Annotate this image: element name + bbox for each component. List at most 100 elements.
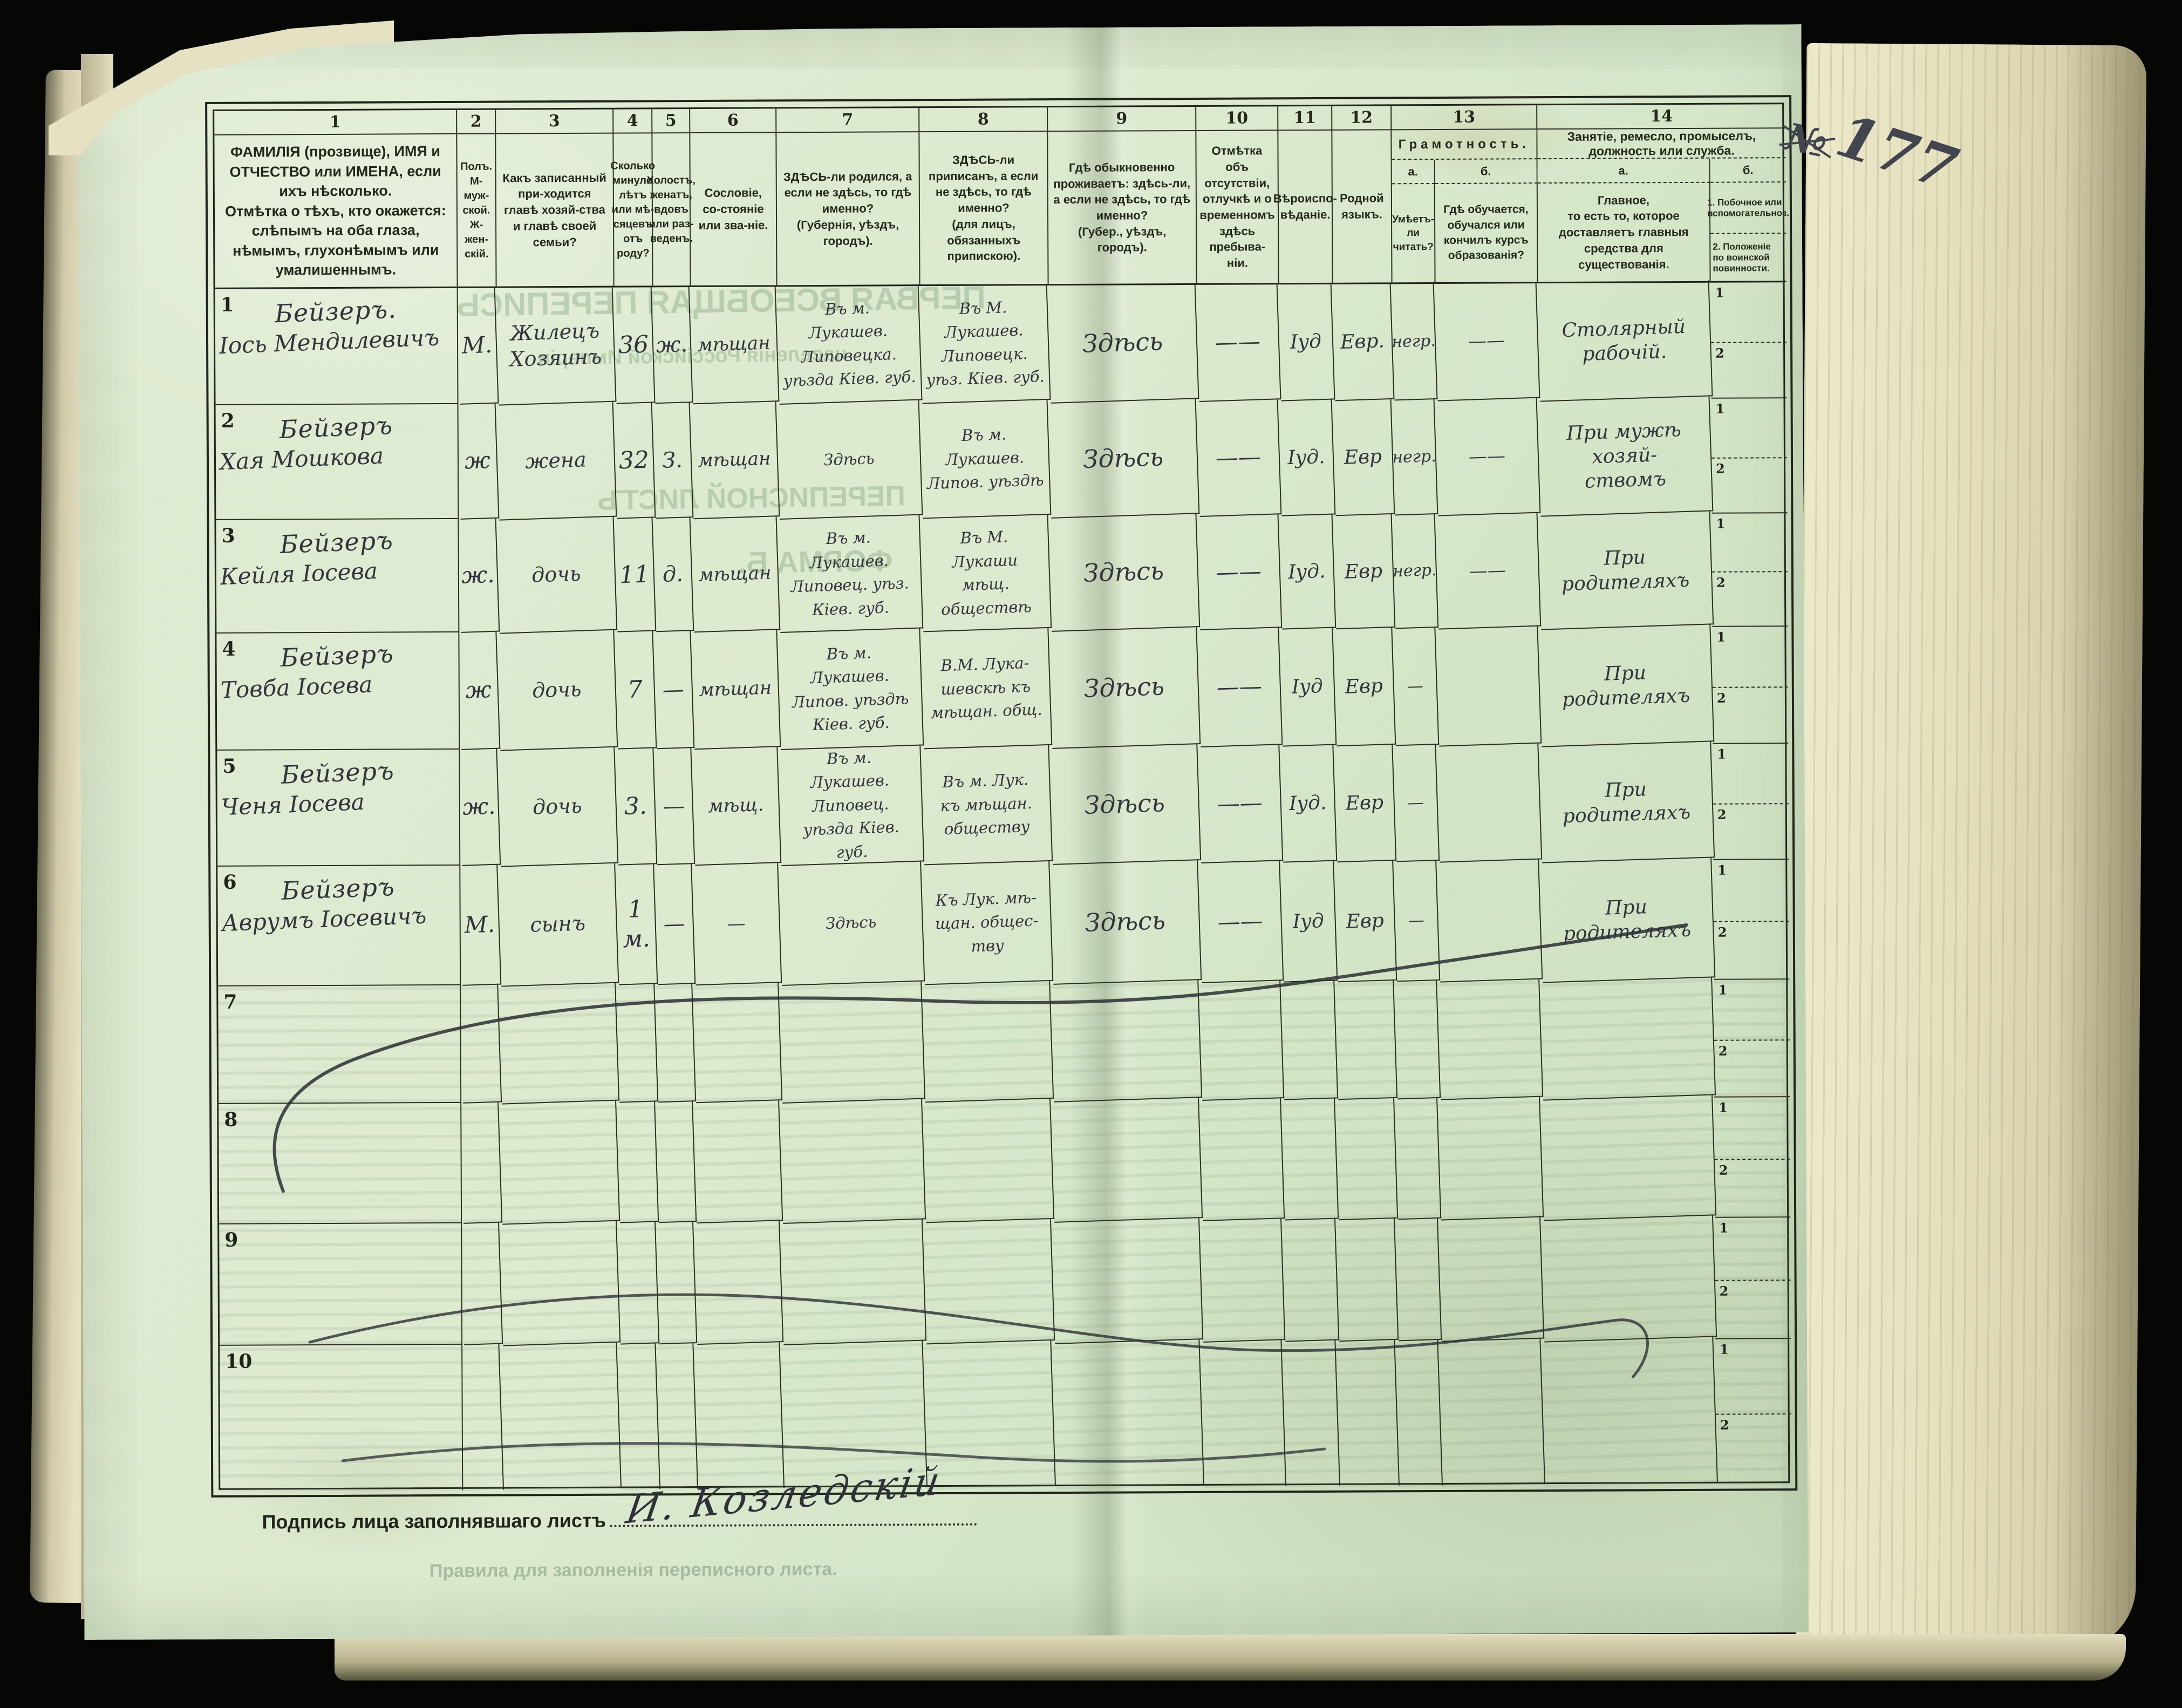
header-col9: Гдѣ обыкновенно проживаетъ: здѣсь-ли, а … [1048,131,1197,285]
cell-r3-residence: Здѣсь [1048,514,1201,632]
census-form-page: ПЕРВАЯ ВСЕОБЩАЯ ПЕРЕПИСЬ населенія Россі… [78,24,1809,1640]
subcell-label-1: 1 [1719,1220,1728,1236]
cell-r6-born: Здѣсь [778,862,925,986]
cell-r6-registered: Къ Лук. мѣ- щан. общес- тву [921,861,1053,985]
signature-line: И. Козледскій [610,1518,977,1527]
cell-r7-literacy_school [1437,979,1543,1100]
cell-r1-literacy_read: негр. [1391,283,1438,400]
cell-r8-literacy_read [1394,1098,1441,1220]
cell-r7-sex [459,985,502,1104]
cell-r3-side-occupation: 1 [1711,513,1787,573]
row-number: 10 [225,1350,253,1373]
cell-r5-religion: Іуд. [1279,745,1337,862]
crossed-numero-sign: № [1782,114,1831,167]
cell-r1-literacy_school: —— [1434,282,1540,402]
cell-r10-absence [1199,1340,1286,1488]
cell-r8-born [779,1099,926,1224]
cell-r1-registered: Въ М. Лукашев. Липовецк. уѣз. Кіев. губ. [919,284,1051,404]
cell-r5-occupation: При родителяхъ [1538,741,1715,863]
cell-r2-registered: Въ м. Лукашев. Липов. уѣздѣ [919,400,1052,519]
cell-r3-occupation: При родителяхъ [1538,511,1714,630]
subcell-label-2: 2 [1715,345,1724,361]
cell-r1-residence: Здѣсь [1047,283,1199,404]
subcell-label-1: 1 [1717,862,1727,878]
header-num-col3: 3 [496,110,613,134]
cell-r1-born: Въ м. Лукашев. Липовецка. уѣзда Кіев. гу… [776,284,923,405]
cell-r6-literacy_school [1436,860,1543,983]
cell-r8-literacy_school [1437,1097,1544,1221]
header-col13a: Умѣетъ-ли читать? [1392,184,1436,284]
row4-name-cell: 4 Бейзеръ Товба Іосева [216,632,460,751]
person-name: Бейзеръ Товба Іосева [220,638,394,703]
cell-r5-born: Въ м. Лукашев. Липовец. уѣзда Кіев. губ. [778,746,924,866]
cell-r5-relation: дочь [497,747,618,867]
cell-r8-marital [655,1101,697,1223]
cell-r4-literacy_school [1435,627,1542,747]
cell-r8-religion [1281,1098,1339,1220]
cell-r3-marital: д. [653,518,694,632]
cell-r6-sex: М. [459,865,501,986]
cell-r8-language [1335,1098,1398,1220]
subcell-label-1: 1 [1716,629,1726,645]
cell-r8-occupation [1540,1095,1716,1221]
header-col14b-label: б. [1710,158,1786,183]
cell-r1-sex: М. [456,288,499,405]
cell-r6-occupation: При родителяхъ [1539,858,1715,983]
cell-r4-marital: — [653,631,694,749]
cell-r7-absence [1198,981,1284,1101]
header-num-col8: 8 [919,107,1048,132]
cell-r10-literacy_read [1395,1340,1443,1487]
cell-r7-religion [1280,981,1338,1100]
cell-r5-registered: Въ м. Лук. къ мѣщан. обществу [920,745,1053,866]
header-col8: ЗДѢСЬ-ли приписанъ, а если не здѣсь, то … [919,132,1048,286]
row9-name-cell: 9 [219,1223,462,1346]
cell-r1-occupation: Столярный рабочій. [1537,280,1713,402]
subcell-label-1: 1 [1719,1099,1728,1115]
cell-r2-language: Евр [1332,399,1395,516]
header-col14a: Главное, то есть то, которое доставляетъ… [1538,183,1711,283]
cell-r9-relation [499,1221,620,1346]
cell-r5-residence: Здѣсь [1049,744,1201,865]
cell-r6-religion: Іуд [1280,861,1338,982]
header-num-col4: 4 [613,109,652,133]
cell-r5-age: 3. [615,748,657,865]
cell-r10-religion [1281,1340,1340,1487]
header-col6: Сословіе, со-стояніе или зва-ніе. [690,133,777,287]
cell-r9-residence [1051,1218,1203,1344]
cell-r1-estate: мѣщан [690,285,780,404]
header-num-col13: 13 [1392,105,1537,130]
cell-r9-marital [656,1222,697,1344]
cell-r6-marital: — [654,864,695,985]
cell-r9-born [780,1220,926,1345]
header-col14b-military: 2. Положеніе по воинской повинности. [1710,234,1786,283]
cell-r2-occupation: При мужѣ хозяй- ствомъ [1537,396,1714,516]
cell-r6-side-occupation: 1 [1713,860,1789,922]
subcell-label-2: 2 [1716,574,1726,590]
header-col14a-label: а. [1538,159,1710,183]
cell-r4-age: 7 [614,631,657,749]
person-name: Бейзеръ. Іось Мендилевичъ [219,294,440,359]
cell-r9-literacy_read [1395,1219,1442,1341]
cell-r1-marital: ж. [652,287,693,404]
cell-r6-estate: — [692,863,782,985]
header-col13b-label: б. [1435,159,1538,184]
cell-r8-age [616,1101,659,1223]
cell-r7-occupation [1539,977,1716,1100]
header-col7: ЗДѢСЬ-ли родился, а если не здѣсь, то гд… [776,132,920,287]
cell-r4-language: Евр [1333,628,1396,746]
cell-r8-estate [693,1100,783,1223]
subcell-label-1: 1 [1715,400,1725,417]
cell-r2-literacy_school: —— [1435,398,1541,516]
cell-r3-literacy_read: негр. [1392,514,1439,629]
cell-r4-registered: В.М. Лука- шевскѣ къ мѣщан. общ. [920,628,1052,750]
cell-r9-literacy_school [1438,1217,1544,1342]
cell-r7-registered [922,981,1054,1103]
header-num-col10: 10 [1196,106,1278,131]
cell-r9-estate [693,1221,783,1345]
signature-row: Подпись лица заполнявшаго листъ И. Козлед… [262,1508,977,1534]
subcell-label-2: 2 [1718,1043,1728,1059]
cell-r6-military-status: 2 [1714,922,1789,980]
signature-label: Подпись лица заполнявшаго листъ [262,1509,606,1533]
cell-r10-literacy_school [1438,1339,1545,1488]
cell-r6-residence: Здѣсь [1049,860,1202,985]
